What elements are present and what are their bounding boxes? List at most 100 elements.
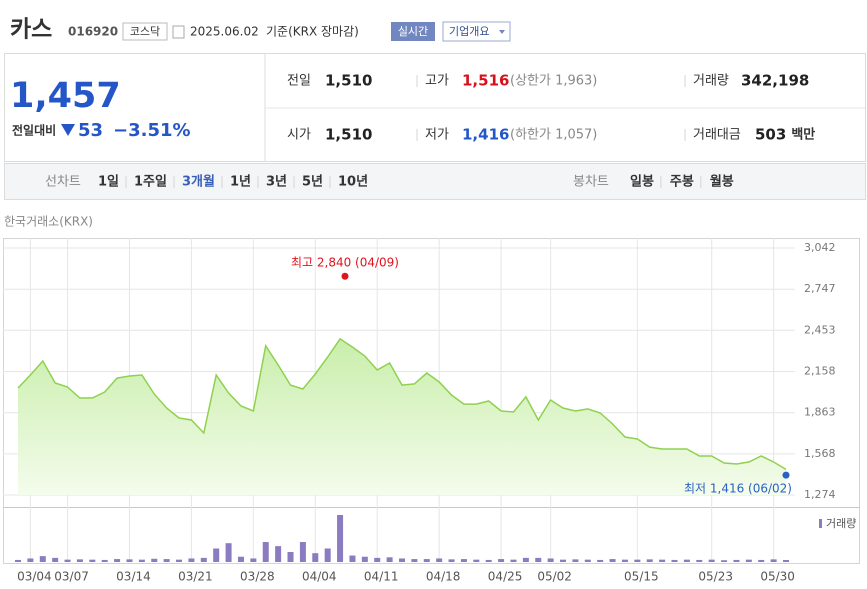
volume-bar [522,557,529,562]
volume-bar [213,548,220,562]
candle-tab[interactable]: 주봉 [670,175,694,190]
stat-label: 전일 [287,74,311,89]
volume-bar [597,559,604,562]
period-tab[interactable]: 5년 [302,175,323,190]
volume-bar [584,559,591,562]
stat-value: 342,198 [741,72,809,90]
volume-bar [460,559,467,562]
x-tick-label: 04/18 [426,570,461,584]
stock-code: 016920 [68,25,118,39]
candle-chart-label: 봉차트 [573,175,609,190]
volume-bar [770,559,777,562]
company-label[interactable]: 기업개요 [449,25,489,38]
volume-bar [609,559,616,562]
period-tab[interactable]: 1일 [98,175,119,190]
volume-bar [721,560,728,562]
stat-label: 거래대금 [693,128,741,143]
volume-bar [646,559,653,562]
volume-bar [783,559,789,562]
volume-bar [52,557,59,562]
volume-bar [547,558,554,562]
y-tick-label: 2,158 [804,365,836,378]
stat-note: (하한가 1,057) [510,128,597,143]
stat-label: 시가 [287,128,311,143]
x-tick-label: 03/28 [240,570,275,584]
x-tick-label: 04/04 [302,570,337,584]
stat-label: 거래량 [693,74,729,89]
tab-bar [4,163,866,200]
volume-bar [621,559,628,562]
volume-bar [312,553,319,562]
volume-bar [89,559,96,562]
x-tick-label: 04/11 [364,570,399,584]
volume-bar [399,558,405,562]
volume-bar [27,558,34,562]
annotation-dot [341,272,349,280]
volume-bar [163,559,170,562]
x-tick-label: 03/14 [116,570,151,584]
stat-value: 1,516 [462,72,509,90]
price-line [17,337,787,471]
volume-bar [15,559,21,562]
period-tab[interactable]: 3년 [266,175,287,190]
volume-bar [299,542,306,562]
market: 코스닥 [130,25,160,38]
change-pct: −3.51% [113,120,191,141]
stat-value: 1,510 [325,72,372,90]
x-tick-label: 03/04 [17,570,52,584]
volume-bar [708,559,715,562]
price-area [18,338,786,495]
volume-bar [337,515,344,562]
volume-bar [745,559,752,562]
volume-bar [560,559,567,562]
volume-bar [485,559,492,562]
stat-value: 503 [755,126,786,144]
volume-bar [683,559,690,562]
stat-value: 1,416 [462,126,509,144]
period-tab[interactable]: 1주일 [134,175,167,190]
volume-bar [176,559,183,562]
period-tab[interactable]: 1년 [230,175,251,190]
volume-bar [671,559,678,562]
change-label: 전일대비 [12,123,56,138]
annotation-label: 최고 2,840 (04/09) [291,256,399,270]
chart-frame [3,238,860,564]
period-tab[interactable]: 10년 [338,175,368,190]
volume-bar [287,552,294,562]
volume-bar [361,556,368,562]
volume-bar [262,542,269,562]
volume-bar [200,557,207,562]
down-arrow [61,124,75,136]
candle-tab[interactable]: 월봉 [710,174,734,190]
realtime-button[interactable] [391,22,435,41]
volume-bar [634,559,641,562]
y-tick-label: 3,042 [804,241,836,254]
stat-value: 1,510 [325,126,372,144]
volume-bar [114,559,121,562]
line-chart-label: 선차트 [45,175,81,190]
volume-bar [535,557,542,562]
x-tick-label: 03/21 [178,570,213,584]
volume-bar [39,556,46,562]
realtime-label[interactable]: 실시간 [398,25,428,38]
volume-bar [188,558,195,562]
y-tick-label: 1,863 [804,406,836,419]
x-tick-label: 05/30 [760,570,795,584]
tabs: 1일 1주일 3개월 1년 3년 5년 10년 일봉 주봉 월봉 [98,174,734,190]
basis: 기준(KRX 장마감) [266,25,359,39]
date: 2025.06.02 [190,25,259,39]
candle-tab[interactable]: 일봉 [630,175,654,190]
annotation-label: 최저 1,416 (06/02) [684,482,792,496]
volume-bar [324,548,331,562]
x-tick-label: 03/07 [54,570,89,584]
company-button[interactable] [442,21,511,42]
stat-label: 저가 [425,128,449,143]
volume-bar [138,559,145,562]
volume-bar [101,559,108,562]
x-tick-label: 04/25 [488,570,523,584]
stock-name: 카스 [10,17,52,43]
annotation-dot [782,471,790,479]
source: 한국거래소(KRX) [4,215,93,229]
period-tab[interactable]: 3개월 [182,174,215,190]
